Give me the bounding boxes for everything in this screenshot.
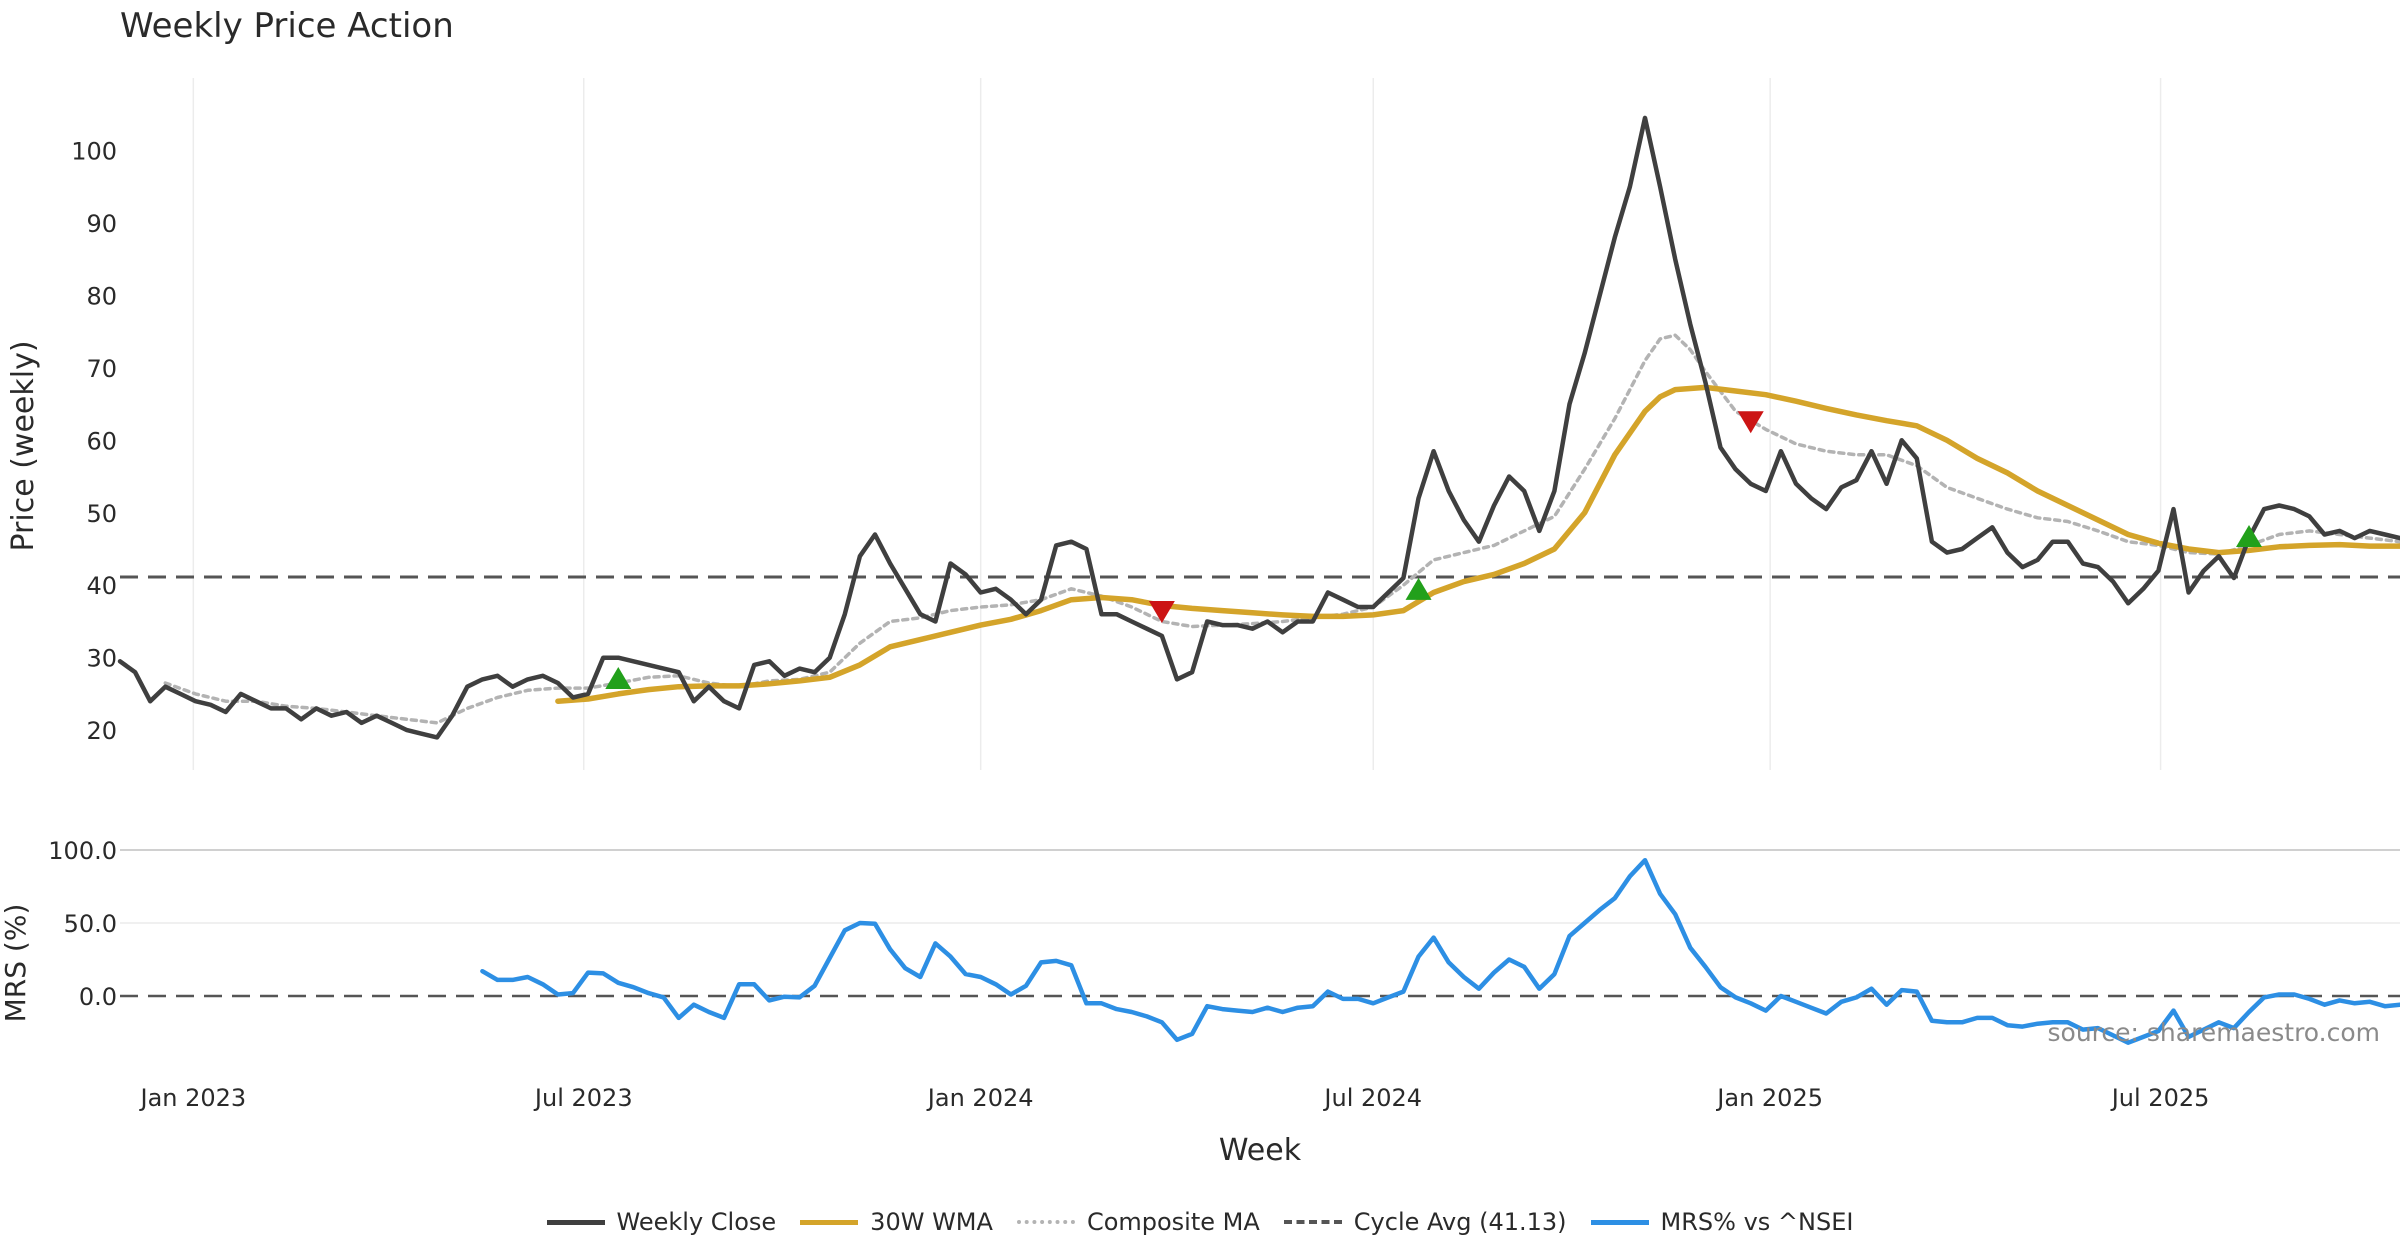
legend-label: 30W WMA: [870, 1208, 993, 1236]
legend-swatch-close: [546, 1219, 605, 1225]
x-axis-label: Week: [1219, 1133, 1302, 1168]
x-axis: Jan 2023 Jul 2023 Jan 2024 Jul 2024 Jan 2025…: [138, 1084, 2209, 1112]
price-y-tick-label: 70: [86, 355, 117, 383]
price-y-axis: 20 30 40 50 60 70 80 90 100: [71, 137, 117, 745]
x-tick-label: Jan 2023: [138, 1084, 246, 1112]
x-tick-label: Jul 2023: [533, 1084, 633, 1112]
mrs-y-tick-label: 50.0: [64, 910, 117, 938]
price-y-tick-label: 100: [71, 137, 117, 165]
mrs-series: [120, 857, 2400, 1045]
x-tick-label: Jul 2024: [1322, 1084, 1422, 1112]
price-y-tick-label: 90: [86, 210, 117, 238]
legend-label: MRS% vs ^NSEI: [1660, 1208, 1854, 1236]
sell-signal-marker: [1737, 411, 1764, 434]
legend-swatch-cycle: [1283, 1220, 1342, 1224]
legend-label: Composite MA: [1086, 1208, 1260, 1236]
buy-signal-marker: [605, 666, 632, 689]
price-series: [117, 115, 2400, 740]
price-y-tick-label: 40: [86, 572, 117, 600]
composite-line: [163, 333, 2400, 725]
source-watermark: source: sharemaestro.com: [2047, 1018, 2381, 1047]
x-tick-label: Jan 2024: [926, 1084, 1034, 1112]
chart-legend: Weekly Close 30W WMA Composite MA Cycle Avg…: [0, 1208, 2400, 1236]
legend-swatch-wma: [800, 1219, 859, 1225]
price-y-tick-label: 50: [86, 500, 117, 528]
chart-title: Weekly Price Action: [120, 6, 454, 46]
sell-signal-marker: [1148, 601, 1175, 624]
wma-line: [555, 384, 2400, 704]
price-y-tick-label: 30: [86, 645, 117, 673]
close-line: [117, 115, 2400, 740]
x-tick-label: Jan 2025: [1715, 1084, 1823, 1112]
legend-item-composite: Composite MA: [1016, 1208, 1260, 1236]
legend-label: Weekly Close: [616, 1208, 777, 1236]
legend-swatch-mrs: [1590, 1219, 1649, 1225]
legend-label: Cycle Avg (41.13): [1353, 1208, 1567, 1236]
legend-item-wma: 30W WMA: [800, 1208, 993, 1236]
mrs-y-axis-label: MRS (%): [0, 904, 32, 1023]
price-y-tick-label: 20: [86, 717, 117, 745]
price-y-tick-label: 80: [86, 282, 117, 310]
signal-markers: [605, 411, 2263, 689]
legend-item-cycle: Cycle Avg (41.13): [1283, 1208, 1567, 1236]
mrs-y-axis: 0.0 50.0 100.0: [48, 837, 117, 1011]
buy-signal-marker: [2236, 524, 2263, 547]
legend-item-close: Weekly Close: [546, 1208, 777, 1236]
mrs-y-tick-label: 100.0: [48, 837, 117, 865]
legend-item-mrs: MRS% vs ^NSEI: [1590, 1208, 1854, 1236]
legend-swatch-composite: [1016, 1220, 1075, 1224]
mrs-y-tick-label: 0.0: [79, 983, 117, 1011]
buy-signal-marker: [1405, 577, 1432, 600]
x-tick-label: Jul 2025: [2110, 1084, 2210, 1112]
price-y-axis-label: Price (weekly): [6, 340, 41, 551]
mrs-line: [480, 857, 2400, 1045]
price-y-tick-label: 60: [86, 427, 117, 455]
price-x-gridlines: [192, 78, 2162, 770]
mrs-y-gridlines: [120, 849, 2400, 924]
